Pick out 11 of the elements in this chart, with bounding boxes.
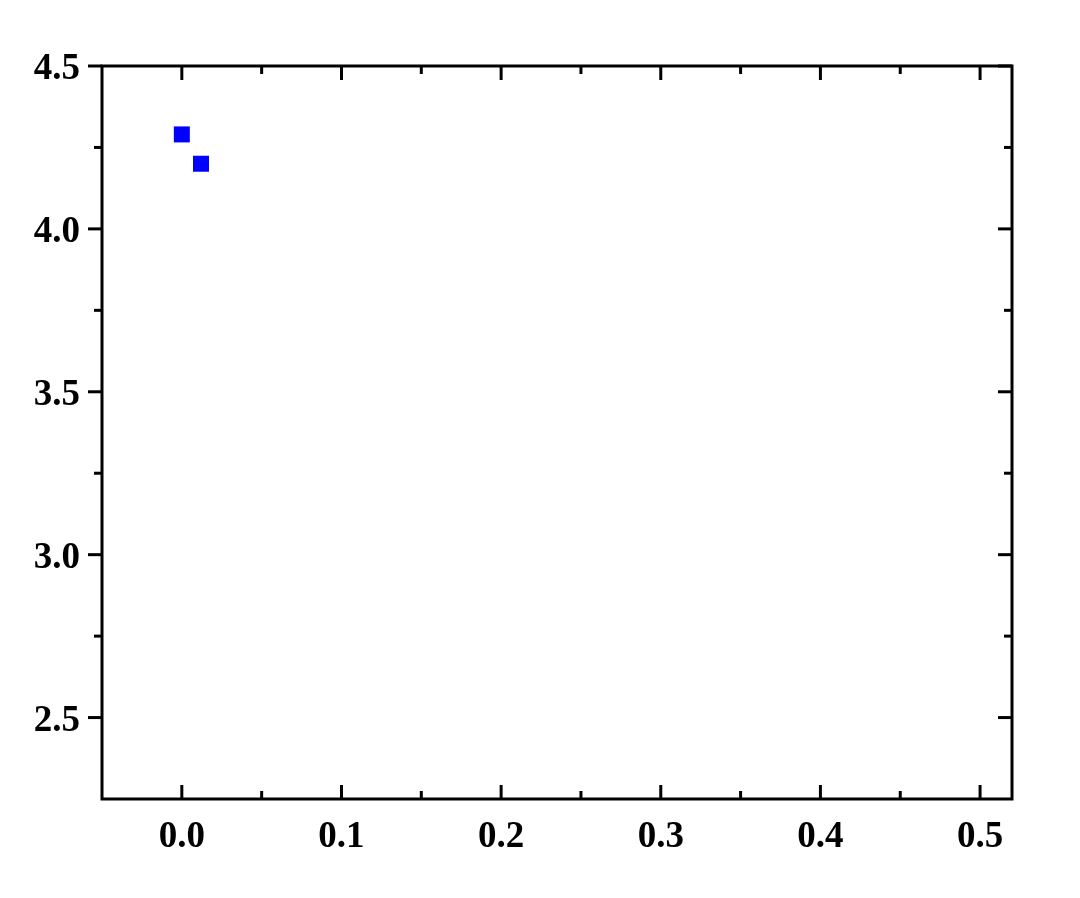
x-tick-label: 0.3 [637, 814, 684, 855]
x-tick-label: 0.0 [158, 814, 205, 855]
y-tick-label: 4.0 [33, 208, 80, 250]
y-tick-label: 2.5 [33, 697, 80, 739]
y-tick-label: 3.0 [33, 534, 80, 576]
y-tick-label: 3.5 [33, 371, 80, 413]
y-tick-label: 4.5 [33, 45, 80, 87]
x-tick-label: 0.2 [478, 814, 525, 855]
x-tick-label: 0.1 [318, 814, 365, 855]
x-tick-label: 0.4 [797, 814, 844, 855]
x-tick-label: 0.5 [956, 814, 1004, 855]
